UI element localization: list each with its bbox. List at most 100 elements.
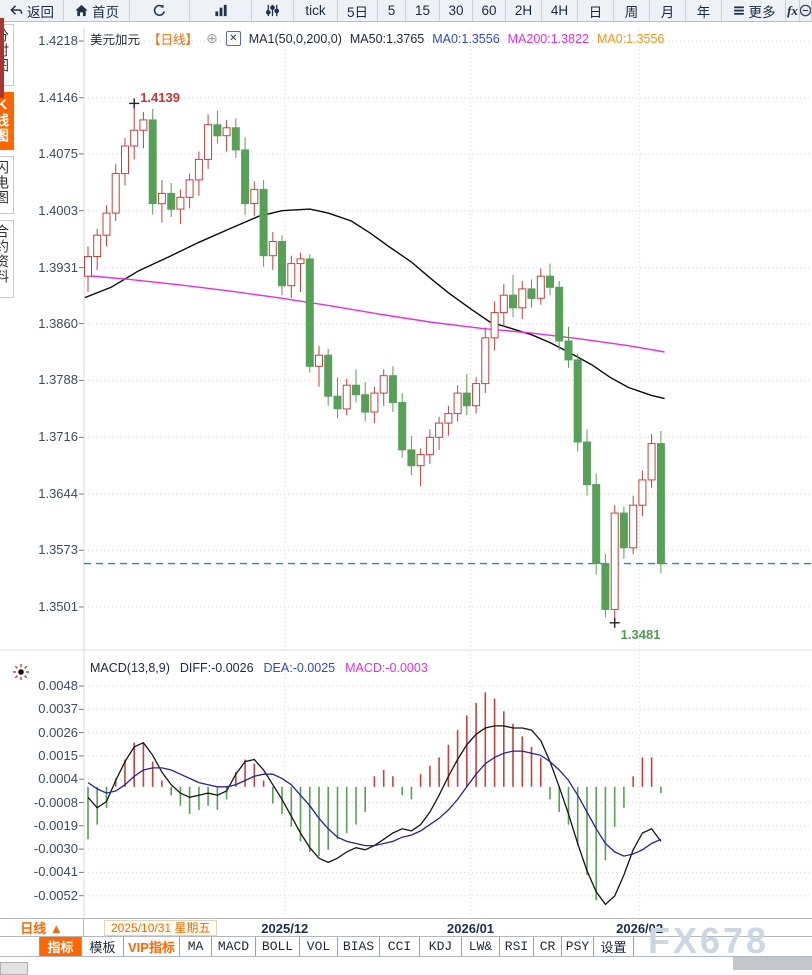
more-label: 更多	[748, 4, 776, 20]
year-label: 年	[696, 4, 711, 20]
symbol-name: 美元加元	[90, 33, 141, 47]
macd-tick-label: -0.0008	[33, 794, 78, 810]
left-scroll-indicator	[0, 18, 4, 98]
indicator-tab-macd[interactable]: MACD	[212, 937, 256, 956]
scrollbar-thumb[interactable]	[733, 957, 812, 970]
4h-button[interactable]: 4H	[542, 0, 578, 21]
macd-tick-label: 0.0015	[38, 747, 78, 763]
back-button[interactable]: 返回	[0, 0, 64, 21]
5d-button[interactable]: 5日	[338, 0, 378, 21]
2h-button[interactable]: 2H	[506, 0, 542, 21]
side-tab-contract-info[interactable]: 合约资料	[0, 220, 14, 298]
period-label: 【日线】	[148, 33, 199, 47]
ma200-value: MA200:1.3822	[507, 31, 589, 46]
side-tab-label: 分时图	[0, 28, 10, 73]
macd-tick-label: -0.0052	[33, 887, 78, 903]
period-selector[interactable]: 日线 ▲	[0, 919, 84, 936]
5-button[interactable]: 5	[378, 0, 406, 21]
week-button[interactable]: 周	[614, 0, 650, 21]
price-tick-label: 1.3716	[38, 429, 78, 445]
zoom-out-icon	[800, 3, 811, 18]
chart-icon	[213, 3, 229, 18]
price-tick-label: 1.3501	[38, 598, 78, 614]
macd-legend: MACD(13,8,9) DIFF:-0.0026 DEA:-0.0025 MA…	[90, 661, 428, 675]
30-button[interactable]: 30	[440, 0, 473, 21]
macd-tick-label: 0.0048	[38, 678, 78, 693]
macd-value: MACD:-0.0003	[345, 661, 428, 675]
tick-button[interactable]: tick	[294, 0, 338, 21]
fx-label: fx	[787, 2, 798, 18]
month-label: 2026/02	[616, 921, 664, 936]
macd-dea-value: DEA:-0.0025	[263, 661, 336, 675]
macd-diff-value: DIFF:-0.0026	[179, 661, 254, 675]
macd-tick-label: -0.0041	[33, 864, 78, 880]
macd-tick-label: -0.0019	[33, 817, 78, 833]
indicator-tab-settings[interactable]: 设置	[594, 937, 634, 956]
indicator-tab-vol[interactable]: VOL	[300, 937, 338, 956]
price-tick-label: 1.4075	[38, 145, 78, 161]
remove-ma-icon[interactable]: ✕	[225, 31, 241, 46]
price-tick-label: 1.3573	[38, 542, 78, 558]
indicator-tab-rsi[interactable]: RSI	[500, 937, 534, 956]
month-label: 2025/12	[261, 921, 309, 936]
back-label: 返回	[27, 4, 54, 20]
indicator-tab-vip-indicator[interactable]: VIP指标	[124, 937, 180, 956]
top-toolbar: 返回 首页 tick 5日 5 15 30 60 2H 4H 日 周 月 年 更多 fx	[0, 0, 812, 22]
day-label: 日	[588, 4, 603, 20]
low-price-annotation: 1.3481	[620, 626, 661, 642]
indicator-tab-indicator[interactable]: 指标	[40, 937, 82, 956]
macd-tick-label: 0.0026	[38, 724, 78, 740]
indicator-tab-ma[interactable]: MA	[180, 937, 212, 956]
price-tick-label: 1.4218	[38, 33, 78, 48]
add-indicator-icon[interactable]: ⊕	[206, 30, 218, 46]
day-button[interactable]: 日	[578, 0, 614, 21]
indicator-tab-boll[interactable]: BOLL	[256, 937, 300, 956]
indicator-tab-psy[interactable]: PSY	[562, 937, 594, 956]
indicator-tab-cci[interactable]: CCI	[380, 937, 420, 956]
bottom-left-tag[interactable]	[0, 962, 28, 975]
month-label: 月	[660, 4, 675, 20]
indicator-tab-template[interactable]: 模板	[82, 937, 124, 956]
60-button[interactable]: 60	[473, 0, 506, 21]
month-label: 2026/01	[447, 921, 495, 936]
home-button[interactable]: 首页	[64, 0, 130, 21]
month-button[interactable]: 月	[650, 0, 686, 21]
indicator-tab-lwr[interactable]: LW&	[462, 937, 500, 956]
4h-label: 4H	[550, 3, 569, 18]
chart-legend: 美元加元 【日线】 ⊕ ✕ MA1(50,0,200,0) MA50:1.376…	[90, 29, 664, 48]
fx-button[interactable]: fx	[786, 0, 800, 21]
indicator-sliders-button[interactable]	[252, 0, 294, 21]
side-tab-label: 合约资料	[0, 224, 10, 284]
side-tab-label: K线图	[0, 96, 10, 143]
zoom-out-button[interactable]	[800, 0, 812, 21]
macd-tick-label: -0.0030	[33, 841, 78, 857]
15-button[interactable]: 15	[406, 0, 440, 21]
60-label: 60	[481, 3, 497, 18]
side-tab-kline[interactable]: K线图	[0, 92, 14, 150]
price-tick-label: 1.3931	[38, 259, 78, 275]
ma0-blue-value: MA0:1.3556	[432, 31, 500, 46]
year-button[interactable]: 年	[686, 0, 722, 21]
sliders-icon	[265, 3, 280, 18]
indicator-tab-bias[interactable]: BIAS	[338, 937, 380, 956]
indicator-tab-cr[interactable]: CR	[534, 937, 562, 956]
side-tab-lightning[interactable]: 闪电图	[0, 156, 14, 214]
refresh-button[interactable]	[130, 0, 190, 21]
chart-type-button[interactable]	[190, 0, 252, 21]
week-label: 周	[624, 4, 639, 20]
ma0-orange-value: MA0:1.3556	[596, 31, 665, 46]
tick-label: tick	[305, 3, 326, 18]
macd-tick-label: 0.0004	[38, 771, 78, 787]
price-tick-label: 1.4146	[38, 89, 78, 105]
indicator-toolbar: 指标 模板 VIP指标 MA MACD BOLL VOL BIAS CCI KDJ LW& RSI CR…	[0, 937, 812, 957]
price-tick-label: 1.4003	[38, 202, 78, 218]
more-button[interactable]: 更多	[722, 0, 786, 21]
refresh-icon	[152, 3, 167, 18]
indicator-tab-kdj[interactable]: KDJ	[420, 937, 462, 956]
indicator-settings-icon[interactable]	[12, 663, 30, 681]
ma50-value: MA50:1.3765	[349, 31, 425, 46]
15-label: 15	[414, 3, 431, 18]
macd-title: MACD(13,8,9)	[90, 661, 170, 675]
toolbar-spacer	[0, 937, 40, 956]
